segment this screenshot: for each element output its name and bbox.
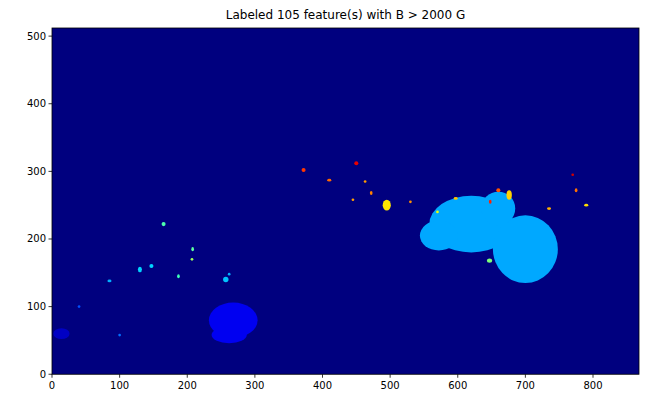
x-tick-label: 500 [381, 380, 400, 391]
x-tick-label: 200 [178, 380, 197, 391]
feature [383, 200, 391, 211]
feature [506, 190, 511, 199]
y-tick [49, 374, 53, 375]
x-tick [52, 374, 53, 378]
feature [493, 215, 558, 283]
y-tick-label: 500 [27, 31, 46, 42]
feature [118, 334, 121, 337]
feature [212, 327, 247, 343]
x-tick [119, 374, 120, 378]
x-tick-label: 300 [245, 380, 264, 391]
x-tick-label: 600 [448, 380, 467, 391]
x-tick [525, 374, 526, 378]
x-tick [457, 374, 458, 378]
y-tick-label: 300 [27, 166, 46, 177]
feature [454, 197, 458, 200]
y-tick-label: 400 [27, 98, 46, 109]
feature [327, 179, 331, 182]
feature [149, 264, 153, 268]
feature [547, 207, 551, 210]
feature [571, 173, 574, 176]
image-background [52, 28, 639, 374]
x-tick [593, 374, 594, 378]
feature [228, 273, 231, 276]
y-tick-label: 200 [27, 233, 46, 244]
feature [191, 258, 194, 261]
feature [107, 280, 111, 283]
y-tick [49, 103, 53, 104]
x-tick-label: 0 [49, 380, 55, 391]
frame [52, 28, 639, 374]
feature [191, 247, 194, 251]
feature [584, 204, 588, 207]
feature [575, 188, 578, 192]
feature [177, 274, 180, 278]
feature [53, 328, 69, 339]
feature [496, 188, 500, 192]
feature [352, 198, 355, 201]
y-tick [49, 306, 53, 307]
chart: Labeled 105 feature(s) with B > 2000 G 0 1… [0, 0, 649, 403]
x-tick [390, 374, 391, 378]
feature [138, 267, 142, 272]
x-tick-label: 100 [110, 380, 129, 391]
y-tick [49, 36, 53, 37]
x-tick-label: 700 [516, 380, 535, 391]
feature [364, 180, 367, 183]
feature [370, 191, 373, 195]
title: Labeled 105 feature(s) with B > 2000 G [226, 8, 466, 22]
y-tick [49, 238, 53, 239]
features [53, 161, 588, 343]
x-tick-label: 400 [313, 380, 332, 391]
y-tick [49, 171, 53, 172]
y-tick-label: 0 [40, 369, 46, 380]
x-tick [187, 374, 188, 378]
feature [354, 161, 358, 165]
feature [78, 305, 81, 308]
feature [223, 277, 228, 282]
feature [409, 200, 412, 203]
x-tick [322, 374, 323, 378]
x-tick-label: 800 [583, 380, 602, 391]
feature [436, 211, 439, 214]
feature [162, 222, 166, 226]
feature [302, 168, 306, 172]
y-tick-label: 100 [27, 301, 46, 312]
x-tick [254, 374, 255, 378]
feature [420, 221, 458, 251]
feature [487, 259, 492, 263]
feature [489, 200, 492, 204]
